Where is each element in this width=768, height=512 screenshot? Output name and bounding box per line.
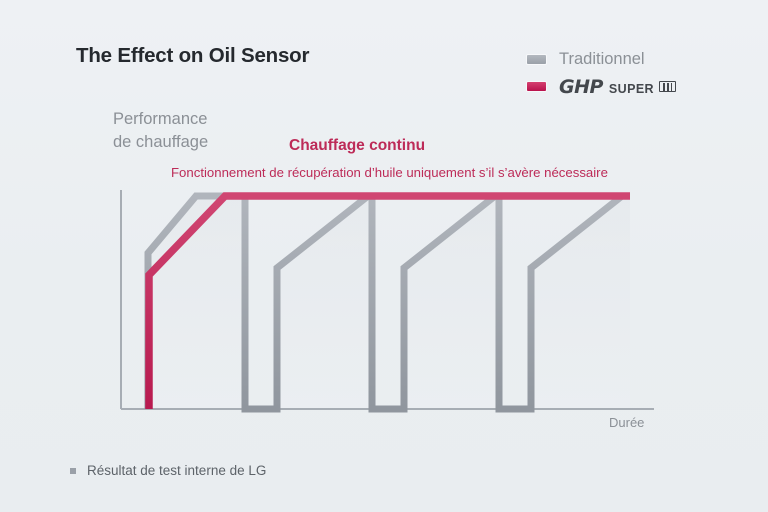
legend-swatch-red-icon [527, 82, 546, 91]
legend-item-ghp-super[interactable]: GHP SUPER [527, 73, 717, 100]
x-axis-label: Durée [609, 415, 645, 430]
y-axis-label-text: Performance de chauffage [113, 110, 209, 151]
legend-item-traditionnel[interactable]: Traditionnel [527, 46, 717, 73]
footnote-text: Résultat de test interne de LG [87, 463, 267, 478]
sawtooth-fills [148, 196, 630, 409]
legend-swatch-gray-icon [527, 55, 546, 64]
square-bullet-icon [70, 467, 76, 474]
ghp-three-badge-icon [659, 81, 677, 93]
ghp-wordmark: GHP [559, 75, 603, 98]
chart-legend: Traditionnel GHP SUPER [527, 46, 717, 100]
footnote: Résultat de test interne de LG [70, 463, 266, 478]
y-axis-label: Performance de chauffage [113, 108, 208, 154]
legend-label-traditionnel: Traditionnel [559, 50, 645, 68]
page-title: The Effect on Oil Sensor [76, 44, 310, 67]
callout-oil-recovery-note: Fonctionnement de récupération d’huile u… [171, 165, 608, 180]
ghp-super-text: SUPER [608, 81, 654, 96]
ghp-super-logo: GHP SUPER [559, 75, 677, 98]
callout-chauffage-continu: Chauffage continu [289, 137, 426, 154]
series-line-ghp-super [145, 192, 630, 409]
